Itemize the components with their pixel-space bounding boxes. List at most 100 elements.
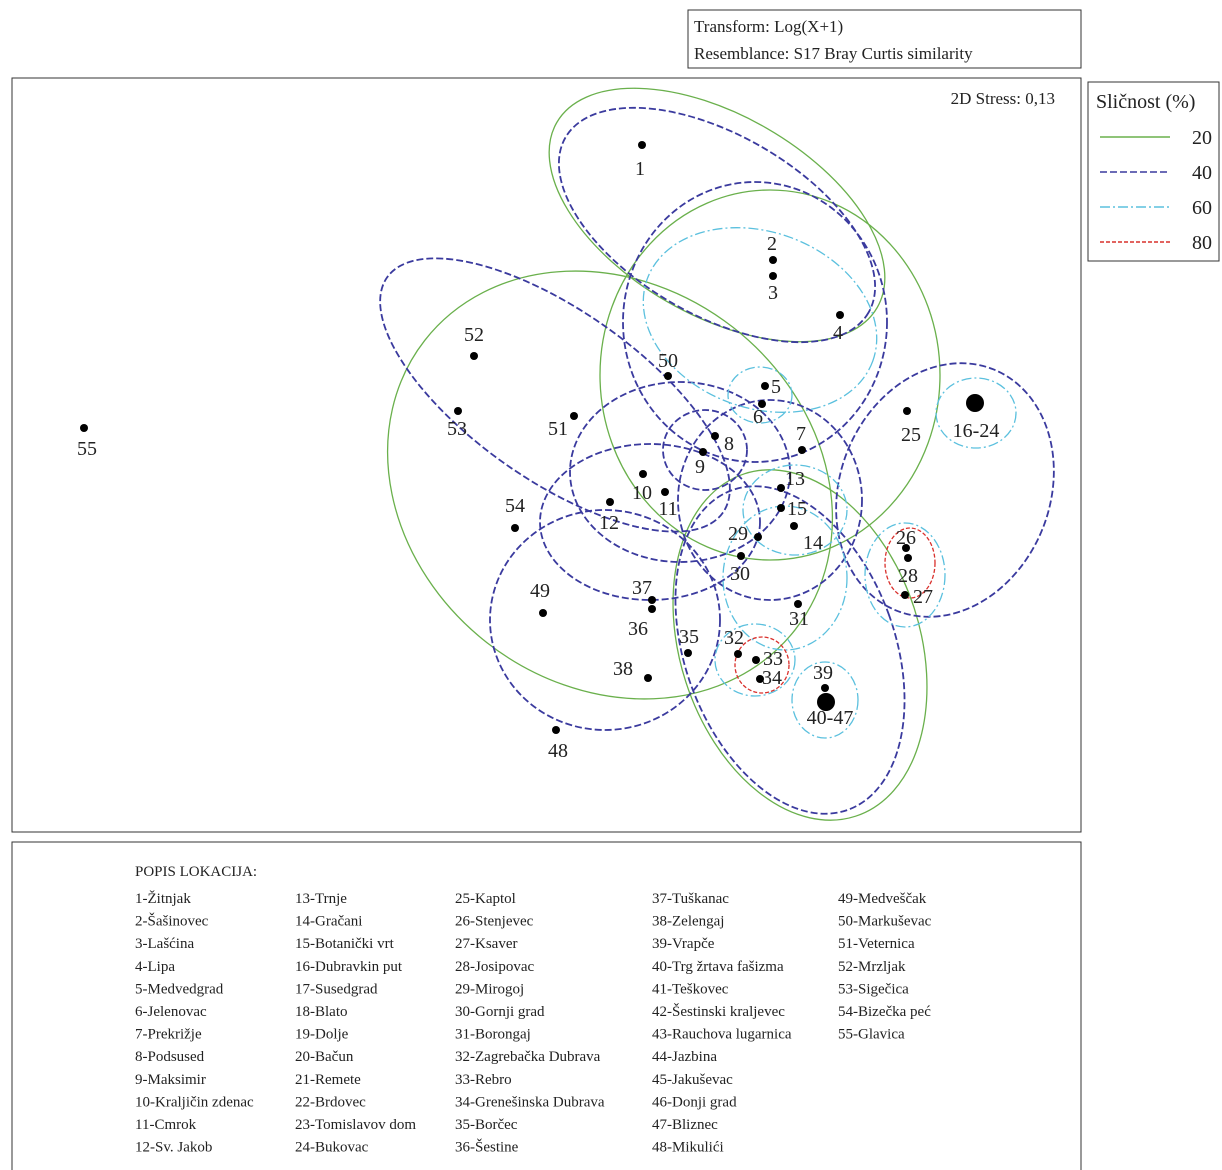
point (734, 650, 742, 658)
locations-title: POPIS LOKACIJA: (135, 864, 257, 880)
point (699, 448, 707, 456)
locations: 1-Žitnjak 2-Šašinovec 3-Lašćina 4-Lipa 5-Med… (135, 890, 932, 1156)
point-label: 5 (771, 376, 781, 398)
legend: 20 40 60 80 (1100, 127, 1212, 254)
point (756, 675, 764, 683)
location: 8-Podsused (135, 1049, 205, 1065)
location: 41-Teškovec (652, 981, 729, 997)
cluster-ellipse (569, 381, 791, 563)
point-label: 54 (505, 495, 525, 517)
point-label: 15 (787, 498, 807, 520)
point (904, 554, 912, 562)
point (737, 552, 745, 560)
location: 53-Sigečica (838, 981, 909, 997)
point (836, 311, 844, 319)
cluster-ellipse (489, 509, 721, 731)
point-label: 36 (628, 618, 648, 640)
point (664, 372, 672, 380)
point-label: 10 (632, 482, 652, 504)
location: 7-Prekrižje (135, 1027, 202, 1043)
location: 28-Josipovac (455, 959, 534, 975)
legend-label: 80 (1192, 232, 1212, 254)
point (761, 382, 769, 390)
point (638, 141, 646, 149)
location: 10-Kraljičin zdenac (135, 1094, 254, 1110)
point-label: 26 (896, 527, 916, 549)
location: 16-Dubravkin put (295, 959, 403, 975)
location: 49-Medveščak (838, 891, 927, 907)
location: 42-Šestinski kraljevec (652, 1003, 785, 1020)
stress: 2D Stress: 0,13 (951, 89, 1055, 108)
point-label: 51 (548, 418, 568, 440)
point (80, 424, 88, 432)
point (769, 256, 777, 264)
point-label: 30 (730, 563, 750, 585)
point (902, 544, 910, 552)
point-label: 28 (898, 565, 918, 587)
cluster-ellipse (548, 87, 886, 343)
location: 21-Remete (295, 1072, 361, 1088)
cluster-ellipse (734, 636, 790, 694)
cluster-ellipse (714, 623, 796, 697)
point-label: 8 (724, 433, 734, 455)
location: 32-Zagrebačka Dubrava (455, 1049, 601, 1065)
point (966, 394, 984, 412)
location: 9-Maksimir (135, 1072, 206, 1088)
point (758, 400, 766, 408)
location: 48-Mikulići (652, 1140, 724, 1156)
point-label: 40-47 (807, 707, 854, 729)
cluster-ellipse (727, 366, 793, 424)
point-label: 11 (658, 498, 677, 520)
point (901, 591, 909, 599)
location: 19-Dolje (295, 1027, 349, 1043)
point-label: 34 (762, 667, 782, 689)
location: 47-Bliznec (652, 1117, 718, 1133)
location: 13-Trnje (295, 891, 347, 907)
location: 39-Vrapče (652, 936, 715, 952)
point (794, 600, 802, 608)
point-label: 31 (789, 608, 809, 630)
location: 34-Grenešinska Dubrava (455, 1094, 605, 1110)
location: 12-Sv. Jakob (135, 1140, 212, 1156)
location: 37-Tuškanac (652, 891, 729, 907)
point (661, 488, 669, 496)
point (606, 498, 614, 506)
location: 1-Žitnjak (135, 890, 191, 907)
location: 51-Veternica (838, 936, 915, 952)
ellipses (379, 87, 1055, 821)
point-label: 3 (768, 282, 778, 304)
cluster-ellipse (864, 522, 946, 628)
location: 46-Donji grad (652, 1094, 737, 1110)
location: 17-Susedgrad (295, 981, 378, 997)
point-label: 6 (753, 406, 763, 428)
point (684, 649, 692, 657)
location: 27-Ksaver (455, 936, 517, 952)
point (821, 684, 829, 692)
locations-box (11, 841, 1082, 1170)
point-label: 14 (803, 532, 823, 554)
point-label: 50 (658, 350, 678, 372)
cluster-ellipse (599, 189, 941, 561)
header-box (687, 9, 1082, 69)
location: 22-Brdovec (295, 1094, 366, 1110)
location: 6-Jelenovac (135, 1004, 207, 1020)
point (817, 693, 835, 711)
location: 50-Markuševac (838, 914, 932, 930)
point-label: 29 (728, 523, 748, 545)
location: 3-Lašćina (135, 936, 194, 952)
location: 14-Gračani (295, 914, 362, 930)
point (711, 432, 719, 440)
cluster-ellipse (722, 505, 848, 651)
location: 55-Glavica (838, 1027, 905, 1043)
location: 29-Mirogoj (455, 981, 524, 997)
location: 26-Stenjevec (455, 914, 534, 930)
legend-label: 40 (1192, 162, 1212, 184)
point (539, 609, 547, 617)
location: 38-Zelengaj (652, 914, 724, 930)
cluster-ellipse (677, 399, 863, 601)
cluster-ellipse (539, 443, 761, 601)
resemblance: Resemblance: S17 Bray Curtis similarity (694, 44, 973, 63)
location: 36-Šestine (455, 1139, 519, 1156)
point (570, 412, 578, 420)
